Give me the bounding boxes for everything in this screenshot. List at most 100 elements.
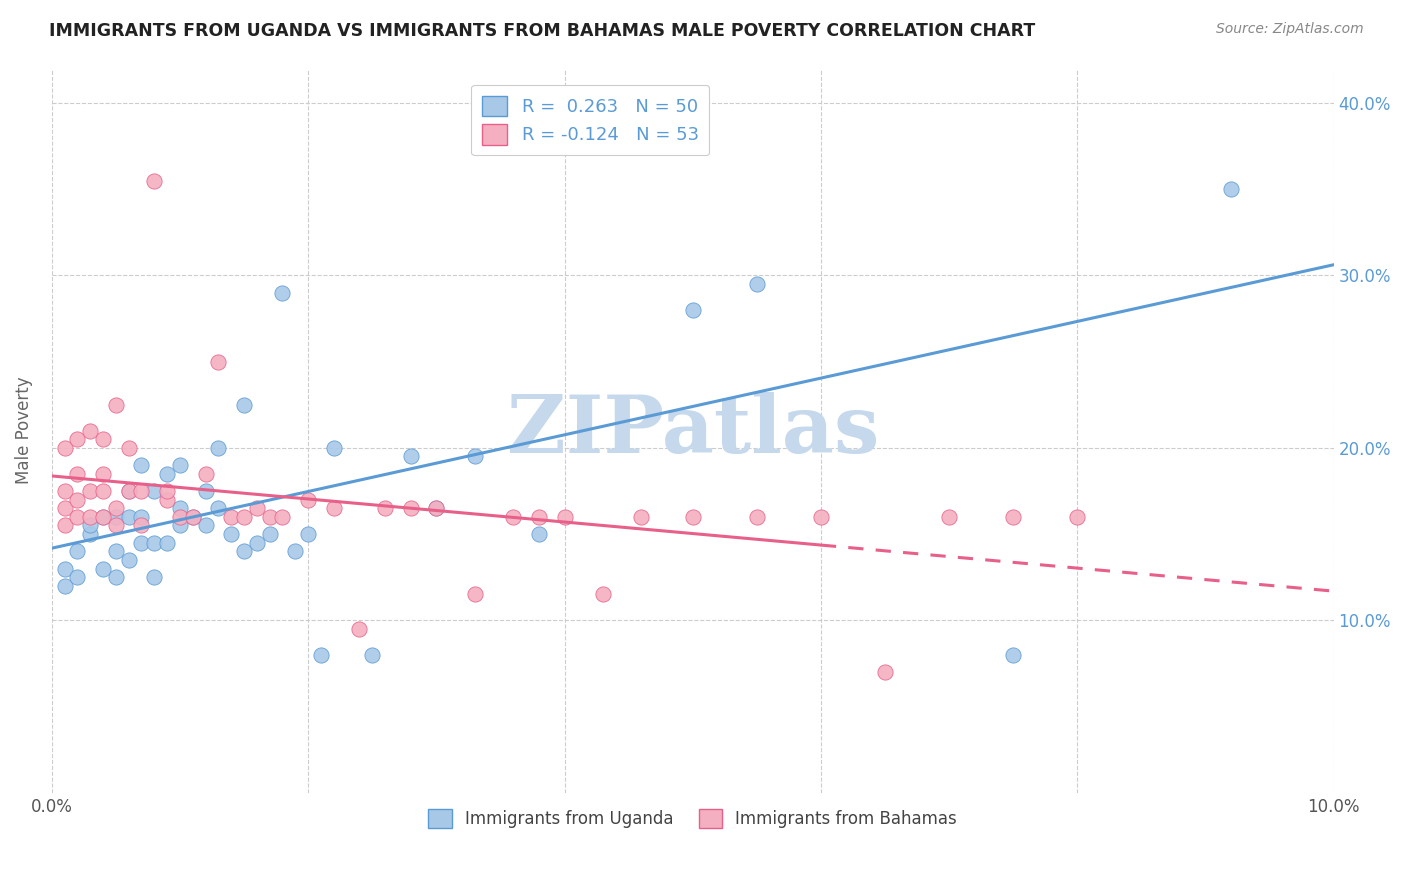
Point [79,527,101,541]
Point [118,553,141,567]
Point [66,432,89,446]
Point [53,579,76,593]
Point [131,509,153,524]
Point [399,501,422,516]
Point [53,483,76,498]
Point [143,173,166,187]
Point [233,509,256,524]
Point [104,544,127,558]
Point [246,535,269,549]
Point [271,509,294,524]
Point [131,458,153,472]
Point [169,518,191,533]
Point [682,302,704,317]
Point [938,509,960,524]
Point [207,501,229,516]
Point [592,587,614,601]
Point [91,467,114,481]
Y-axis label: Male Poverty: Male Poverty [15,376,32,484]
Point [169,501,191,516]
Point [143,535,166,549]
Point [91,483,114,498]
Point [156,467,179,481]
Point [118,483,141,498]
Point [322,441,344,455]
Point [579,113,602,128]
Point [79,509,101,524]
Point [349,622,371,636]
Point [53,561,76,575]
Point [104,509,127,524]
Point [181,509,204,524]
Point [53,501,76,516]
Point [1066,509,1088,524]
Point [156,483,179,498]
Point [156,492,179,507]
Point [425,501,447,516]
Point [464,587,486,601]
Point [91,432,114,446]
Point [104,398,127,412]
Point [104,518,127,533]
Point [53,441,76,455]
Point [745,277,768,291]
Point [527,509,550,524]
Point [131,483,153,498]
Point [118,483,141,498]
Point [1220,182,1243,196]
Point [66,509,89,524]
Point [79,518,101,533]
Point [66,467,89,481]
Text: ZIPatlas: ZIPatlas [506,392,879,469]
Point [425,501,447,516]
Point [194,483,217,498]
Point [79,483,101,498]
Point [1002,648,1025,662]
Point [553,509,575,524]
Point [219,509,242,524]
Point [207,441,229,455]
Point [131,518,153,533]
Point [131,535,153,549]
Point [810,509,832,524]
Legend: Immigrants from Uganda, Immigrants from Bahamas: Immigrants from Uganda, Immigrants from … [422,803,963,835]
Point [309,648,332,662]
Point [53,518,76,533]
Point [66,544,89,558]
Point [873,665,896,679]
Point [745,509,768,524]
Point [259,509,281,524]
Point [118,509,141,524]
Point [169,458,191,472]
Point [297,492,319,507]
Point [361,648,384,662]
Point [104,570,127,584]
Point [79,424,101,438]
Point [399,450,422,464]
Point [207,354,229,368]
Point [374,501,396,516]
Point [66,570,89,584]
Point [502,509,524,524]
Point [322,501,344,516]
Point [297,527,319,541]
Point [118,441,141,455]
Point [233,398,256,412]
Point [169,509,191,524]
Point [682,509,704,524]
Point [143,570,166,584]
Point [104,501,127,516]
Point [181,509,204,524]
Text: IMMIGRANTS FROM UGANDA VS IMMIGRANTS FROM BAHAMAS MALE POVERTY CORRELATION CHART: IMMIGRANTS FROM UGANDA VS IMMIGRANTS FRO… [49,22,1035,40]
Point [284,544,307,558]
Point [194,518,217,533]
Point [464,450,486,464]
Text: Source: ZipAtlas.com: Source: ZipAtlas.com [1216,22,1364,37]
Point [91,561,114,575]
Point [91,509,114,524]
Point [156,535,179,549]
Point [630,509,652,524]
Point [259,527,281,541]
Point [91,509,114,524]
Point [233,544,256,558]
